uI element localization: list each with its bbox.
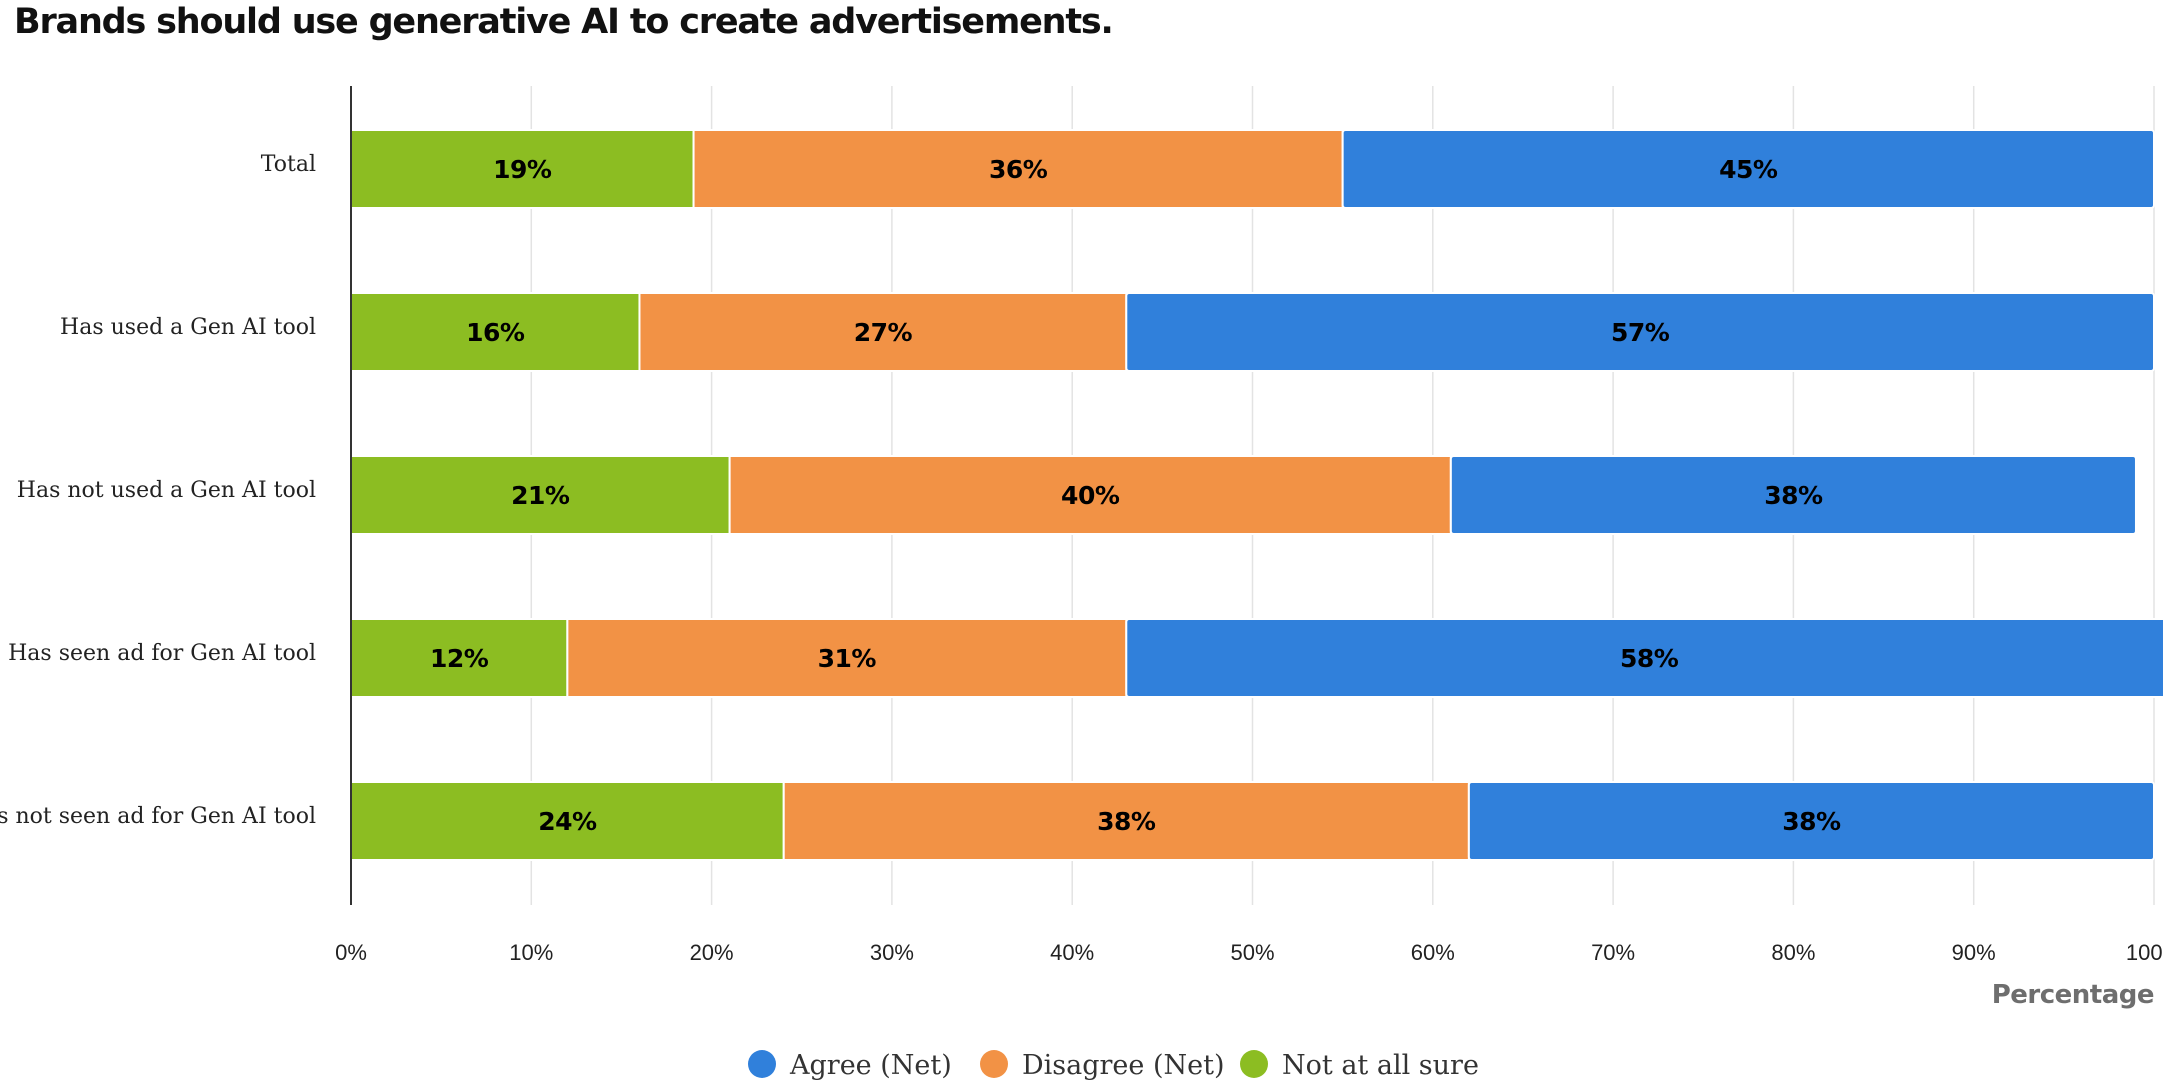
data-label: 58% [1620, 644, 1679, 673]
data-label: 16% [466, 318, 525, 347]
data-label: 45% [1719, 155, 1778, 184]
legend-swatch [1240, 1050, 1268, 1078]
category-label: Total [261, 152, 316, 177]
bar-segment [1125, 618, 2163, 698]
bar-segment [1341, 129, 2155, 209]
bar-segment [350, 781, 785, 861]
x-tick-label: 80% [1771, 940, 1815, 965]
bar-segment [350, 455, 731, 535]
value-labels: 19% 36% 45% 16% 27% 57% 21% 40% 38% 12% 31% 58% 24% 3… [430, 155, 1842, 836]
x-axis-title: Percentage [1992, 980, 2154, 1010]
bar-segment [728, 455, 1452, 535]
data-label: 40% [1061, 481, 1120, 510]
x-tick-label: 30% [870, 940, 914, 965]
legend-item: Agree (Net) [748, 1050, 952, 1081]
legend: Agree (Net) Disagree (Net) Not at all sure [748, 1050, 1479, 1081]
data-label: 38% [1097, 807, 1156, 836]
data-label: 38% [1782, 807, 1841, 836]
data-label: 57% [1611, 318, 1670, 347]
category-label: Has not used a Gen AI tool [17, 478, 316, 503]
data-label: 19% [493, 155, 552, 184]
x-tick-label: 90% [1952, 940, 1996, 965]
data-label: 24% [538, 807, 597, 836]
bar-segment [350, 618, 569, 698]
data-label: 38% [1764, 481, 1823, 510]
bar-segment [1449, 455, 2137, 535]
bar-segment [566, 618, 1128, 698]
legend-item: Disagree (Net) [980, 1050, 1225, 1081]
bar-segment [782, 781, 1470, 861]
bars [350, 129, 2163, 861]
legend-item: Not at all sure [1240, 1050, 1479, 1081]
category-label: Has not seen ad for Gen AI tool [0, 804, 316, 829]
x-axis-ticks: 0% 10% 20% 30% 40% 50% 60% 70% 80% 90% 100% [335, 940, 2163, 965]
legend-label: Disagree (Net) [1022, 1050, 1225, 1081]
x-tick-label: 20% [690, 940, 734, 965]
data-label: 27% [854, 318, 913, 347]
data-label: 31% [818, 644, 877, 673]
category-label: Has used a Gen AI tool [60, 315, 316, 340]
legend-swatch [748, 1050, 776, 1078]
legend-label: Not at all sure [1282, 1050, 1479, 1081]
bar-segment [1467, 781, 2155, 861]
chart-title: Brands should use generative AI to creat… [14, 2, 1114, 42]
bar-segment [350, 129, 695, 209]
x-tick-label: 100% [2126, 940, 2163, 965]
x-tick-label: 50% [1230, 940, 1274, 965]
bar-segment [692, 129, 1344, 209]
category-label: Has seen ad for Gen AI tool [8, 641, 316, 666]
category-labels: Total Has used a Gen AI tool Has not used … [0, 152, 316, 829]
x-tick-label: 70% [1591, 940, 1635, 965]
x-tick-label: 60% [1411, 940, 1455, 965]
x-tick-label: 10% [509, 940, 553, 965]
bar-segment [350, 292, 641, 372]
x-tick-label: 0% [335, 940, 367, 965]
data-label: 36% [989, 155, 1048, 184]
legend-label: Agree (Net) [789, 1050, 952, 1081]
data-label: 21% [511, 481, 570, 510]
bar-segment [1125, 292, 2155, 372]
bar-segment [638, 292, 1128, 372]
x-tick-label: 40% [1050, 940, 1094, 965]
legend-swatch [980, 1050, 1008, 1078]
data-label: 12% [430, 644, 489, 673]
